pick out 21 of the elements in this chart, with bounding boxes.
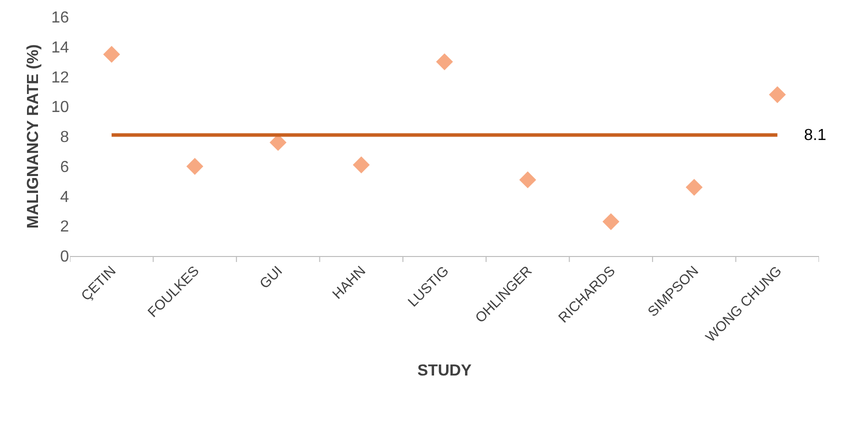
y-tick-label: 2	[60, 218, 70, 236]
y-tick-label: 16	[51, 10, 70, 27]
y-tick-label: 10	[51, 99, 70, 116]
point	[602, 213, 620, 230]
y-tick-label: 6	[60, 158, 70, 176]
point	[186, 158, 204, 175]
y-tick-label: 0	[60, 248, 70, 266]
x-axis-title: STUDY	[417, 362, 472, 380]
point	[436, 53, 453, 70]
y-tick-label: 4	[60, 188, 70, 206]
point	[768, 86, 786, 104]
y-tick-label: 14	[51, 39, 70, 56]
point	[352, 156, 370, 174]
y-tick-label: 8	[60, 129, 70, 146]
point	[519, 171, 536, 188]
point	[103, 46, 120, 63]
x-tick-label: GUI	[256, 262, 286, 292]
ref-line-label: 8.1	[804, 127, 826, 144]
y-axis-title: MALIGNANCY RATE (%)	[25, 44, 42, 229]
point	[686, 178, 703, 196]
y-tick-label: 12	[51, 69, 70, 86]
